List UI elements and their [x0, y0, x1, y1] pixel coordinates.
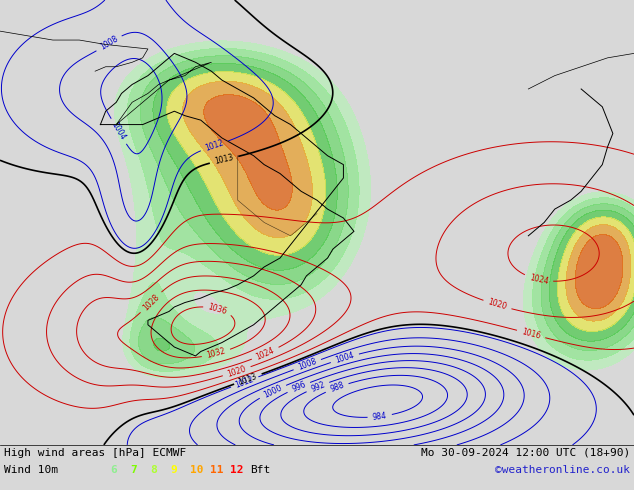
Text: 984: 984: [372, 411, 387, 422]
Text: 988: 988: [328, 381, 346, 394]
Text: 1004: 1004: [110, 121, 127, 142]
Text: 1036: 1036: [207, 302, 228, 316]
Text: 7: 7: [130, 465, 137, 475]
Text: 1020: 1020: [487, 298, 508, 312]
Text: 6: 6: [110, 465, 117, 475]
Text: 1008: 1008: [98, 34, 120, 52]
Text: 11: 11: [210, 465, 224, 475]
Text: 1032: 1032: [205, 347, 226, 360]
Text: 10: 10: [190, 465, 204, 475]
Text: High wind areas [hPa] ECMWF: High wind areas [hPa] ECMWF: [4, 448, 186, 458]
Text: 12: 12: [230, 465, 243, 475]
Text: 1013: 1013: [237, 371, 259, 387]
Text: Mo 30-09-2024 12:00 UTC (18+90): Mo 30-09-2024 12:00 UTC (18+90): [421, 448, 630, 458]
Text: 1000: 1000: [262, 383, 283, 400]
Text: Bft: Bft: [250, 465, 270, 475]
Text: 1008: 1008: [297, 357, 318, 372]
Text: 1024: 1024: [528, 273, 549, 286]
Text: 1004: 1004: [334, 351, 356, 365]
Text: Wind 10m: Wind 10m: [4, 465, 58, 475]
Text: 992: 992: [309, 380, 327, 393]
Text: 1016: 1016: [521, 327, 541, 341]
Text: 1024: 1024: [255, 345, 276, 362]
Text: 1012: 1012: [234, 374, 256, 390]
Text: 1012: 1012: [204, 139, 225, 153]
Text: 1028: 1028: [141, 292, 161, 312]
Text: 996: 996: [290, 380, 307, 394]
Text: 8: 8: [150, 465, 157, 475]
Text: 1020: 1020: [226, 364, 247, 379]
Text: 1013: 1013: [214, 153, 235, 166]
Text: ©weatheronline.co.uk: ©weatheronline.co.uk: [495, 465, 630, 475]
Text: 9: 9: [170, 465, 177, 475]
